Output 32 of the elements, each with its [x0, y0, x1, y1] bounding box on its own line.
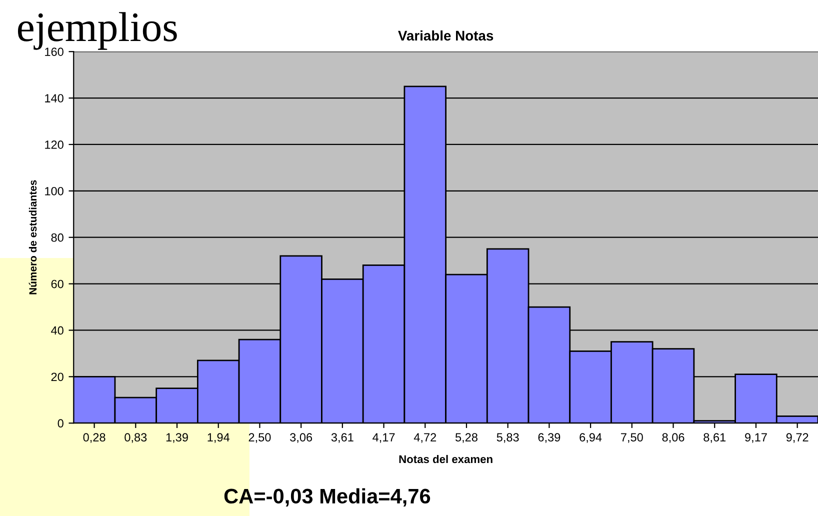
text: ejemplios	[18, 12, 177, 50]
x-tick-label: 6,94	[580, 433, 602, 443]
x-tick-label: 7,50	[621, 433, 643, 443]
x-tick-label: 8,61	[704, 433, 726, 443]
y-tick-label: 160	[45, 48, 64, 56]
y-tick-label: 20	[51, 372, 64, 382]
x-tick-label: 0,83	[124, 433, 147, 443]
x-axis-title: Notas del examen	[399, 454, 492, 464]
x-tick-label: 1,39	[166, 433, 188, 443]
y-tick-label: 0	[58, 419, 64, 428]
chart-title: Variable Notas	[398, 30, 494, 41]
x-tick-label: 9,17	[745, 433, 767, 443]
x-tick-label: 5,83	[496, 433, 519, 443]
x-tick-label: 3,61	[331, 433, 354, 443]
x-tick-label: 2,50	[248, 433, 271, 443]
y-axis-title: Número de estudiantes	[28, 180, 37, 294]
x-tick-label: 4,72	[414, 433, 436, 443]
y-tick-label: 140	[45, 94, 64, 102]
y-tick-label: 120	[45, 140, 64, 149]
y-tick-label: 40	[51, 326, 64, 335]
x-tick-label: 3,06	[290, 433, 312, 443]
y-tick-label: 80	[51, 233, 64, 242]
x-tick-label: 8,06	[662, 433, 684, 443]
x-tick-label: 6,39	[538, 433, 560, 443]
y-tick-label: 60	[51, 280, 64, 288]
x-tick-label: 0,28	[83, 433, 106, 443]
y-tick-label: 100	[45, 186, 64, 196]
x-tick-label: 1,94	[208, 433, 230, 443]
x-tick-label: 5,28	[455, 433, 478, 443]
x-tick-label: 4,17	[372, 433, 395, 443]
text: CA=-0,03 Media=4,76	[224, 488, 430, 507]
x-tick-label: 9,72	[786, 433, 808, 443]
